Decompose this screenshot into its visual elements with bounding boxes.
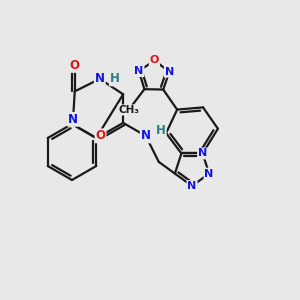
Text: N: N [205,169,214,178]
Text: H: H [110,72,120,86]
Text: O: O [70,59,80,72]
Text: N: N [141,129,151,142]
Text: N: N [188,181,196,191]
Text: O: O [150,56,159,65]
Text: CH₃: CH₃ [118,105,139,115]
Text: N: N [68,113,78,126]
Text: H: H [156,124,166,137]
Text: O: O [95,129,106,142]
Text: N: N [134,66,144,76]
Text: N: N [198,148,207,158]
Text: N: N [165,67,174,77]
Text: N: N [95,72,105,86]
